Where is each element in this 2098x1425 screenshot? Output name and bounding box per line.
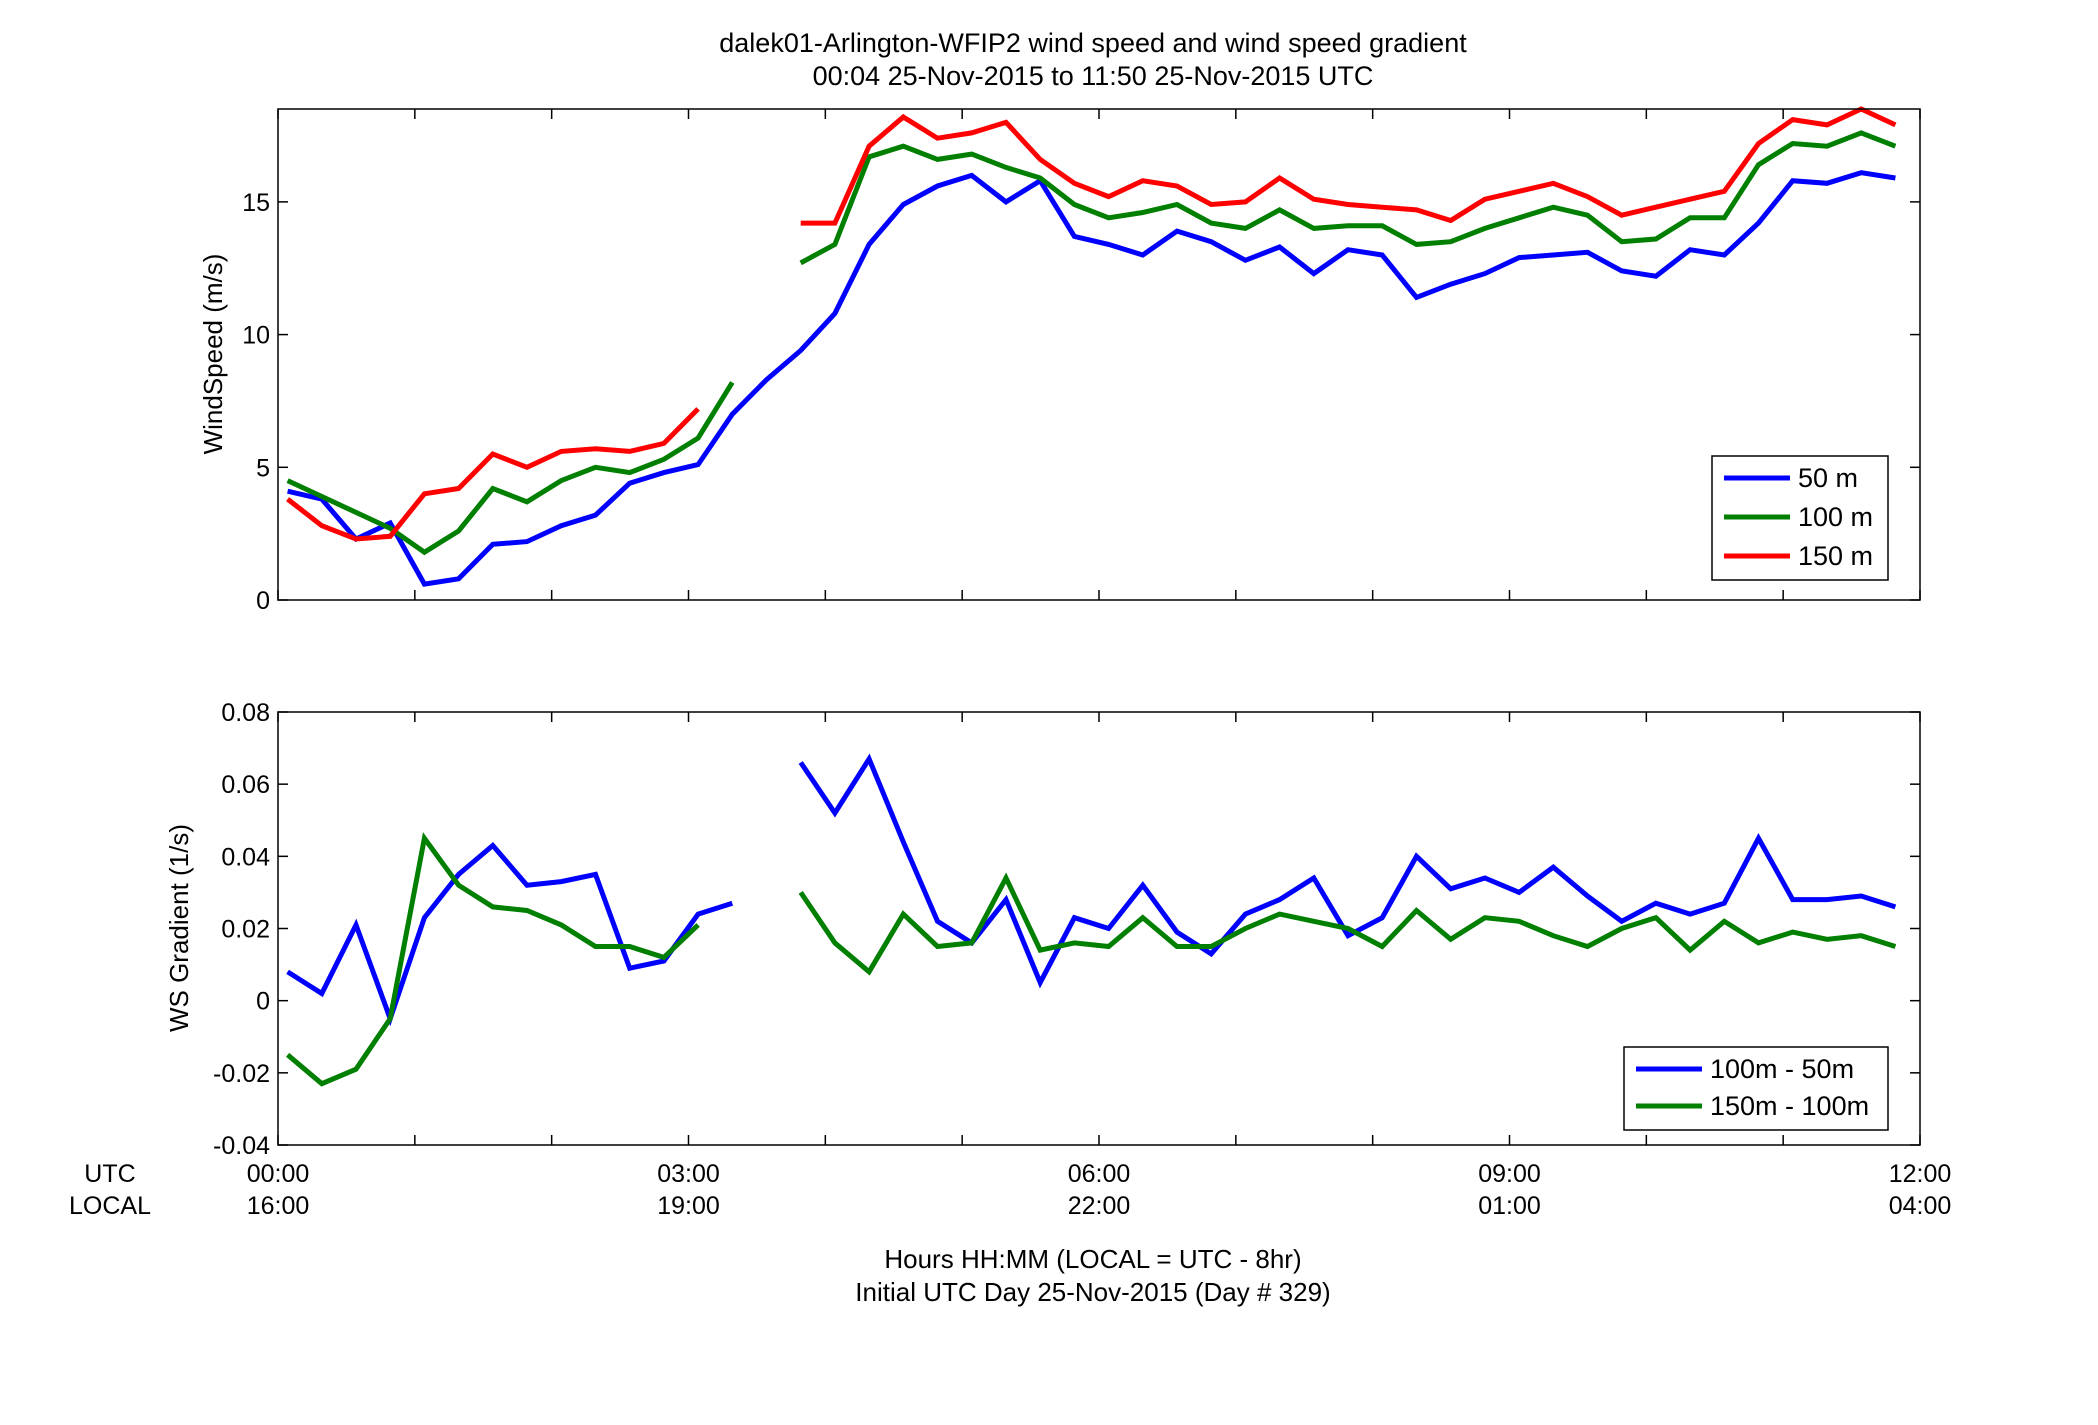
windspeed-series-2 (286, 106, 1897, 542)
gradient-ytick-label: -0.02 (213, 1060, 270, 1088)
figure-subtitle: 00:04 25-Nov-2015 to 11:50 25-Nov-2015 U… (813, 61, 1374, 91)
windspeed-ylabel: WindSpeed (m/s) (198, 254, 228, 455)
figure-title: dalek01-Arlington-WFIP2 wind speed and w… (719, 28, 1467, 58)
x-axis-label: Hours HH:MM (LOCAL = UTC - 8hr) (884, 1244, 1301, 1274)
x-tick-label-utc: 03:00 (657, 1160, 720, 1188)
windspeed-ytick-label: 0 (256, 587, 270, 615)
x-tick-label-local: 01:00 (1478, 1192, 1541, 1220)
windspeed-axes: 0 5 10 15 WindSpeed (m/s) 50 m 100 m 150 m (198, 106, 1921, 615)
x-tick-label-utc: 06:00 (1068, 1160, 1131, 1188)
gradient-ytick-label: 0.06 (221, 771, 270, 799)
windspeed-legend-label: 50 m (1798, 463, 1858, 493)
windspeed-ticks: 0 5 10 15 (242, 109, 1921, 615)
windspeed-legend-label: 150 m (1798, 541, 1873, 571)
row-label-utc: UTC (84, 1160, 135, 1188)
windspeed-legend: 50 m 100 m 150 m (1711, 455, 1889, 581)
gradient-ytick-label: 0.04 (221, 843, 270, 871)
windspeed-plot-area (286, 106, 1897, 587)
windspeed-series-1 (286, 130, 1897, 556)
gradient-ytick-label: 0.02 (221, 916, 270, 944)
gradient-legend-label: 100m - 50m (1710, 1054, 1854, 1084)
gradient-ytick-label: 0.08 (221, 699, 270, 727)
windspeed-legend-label: 100 m (1798, 502, 1873, 532)
gradient-legend: 100m - 50m 150m - 100m (1623, 1046, 1889, 1131)
x-tick-label-local: 22:00 (1068, 1192, 1131, 1220)
x-tick-label-utc: 09:00 (1478, 1160, 1541, 1188)
windspeed-series-line (287, 170, 1896, 587)
windspeed-series-line (286, 106, 1897, 542)
windspeed-ytick-label: 15 (242, 189, 270, 217)
windspeed-series-0 (287, 170, 1896, 587)
row-label-local: LOCAL (69, 1192, 151, 1220)
gradient-legend-label: 150m - 100m (1710, 1091, 1869, 1121)
x-tick-labels: 00:00 16:00 03:00 19:00 06:00 22:00 09:00 01:00… (247, 1160, 1952, 1220)
x-axis-sublabel: Initial UTC Day 25-Nov-2015 (Day # 329) (855, 1277, 1330, 1307)
gradient-series-0 (286, 753, 1897, 1027)
gradient-series-1 (285, 832, 1897, 1087)
x-tick-label-utc: 00:00 (247, 1160, 310, 1188)
gradient-ticks: -0.04 -0.02 0 0.02 0.04 0.06 0.08 (213, 699, 1921, 1160)
gradient-series-line (285, 832, 1897, 1087)
x-tick-label-utc: 12:00 (1889, 1160, 1952, 1188)
windspeed-ytick-label: 10 (242, 322, 270, 350)
x-tick-label-local: 19:00 (657, 1192, 720, 1220)
gradient-ylabel: WS Gradient (1/s) (164, 824, 194, 1032)
windspeed-ytick-label: 5 (256, 454, 270, 482)
x-tick-label-local: 04:00 (1889, 1192, 1952, 1220)
gradient-axes: -0.04 -0.02 0 0.02 0.04 0.06 0.08 WS Gradient … (164, 699, 1921, 1160)
x-tick-label-local: 16:00 (247, 1192, 310, 1220)
windspeed-series-line (286, 130, 1897, 556)
gradient-series-line (286, 753, 1897, 1027)
gradient-ytick-label: -0.04 (213, 1132, 270, 1160)
gradient-plot-area (285, 753, 1897, 1087)
gradient-legend-box (1623, 1046, 1889, 1131)
windspeed-axes-frame (277, 108, 1921, 601)
gradient-ytick-label: 0 (256, 988, 270, 1016)
